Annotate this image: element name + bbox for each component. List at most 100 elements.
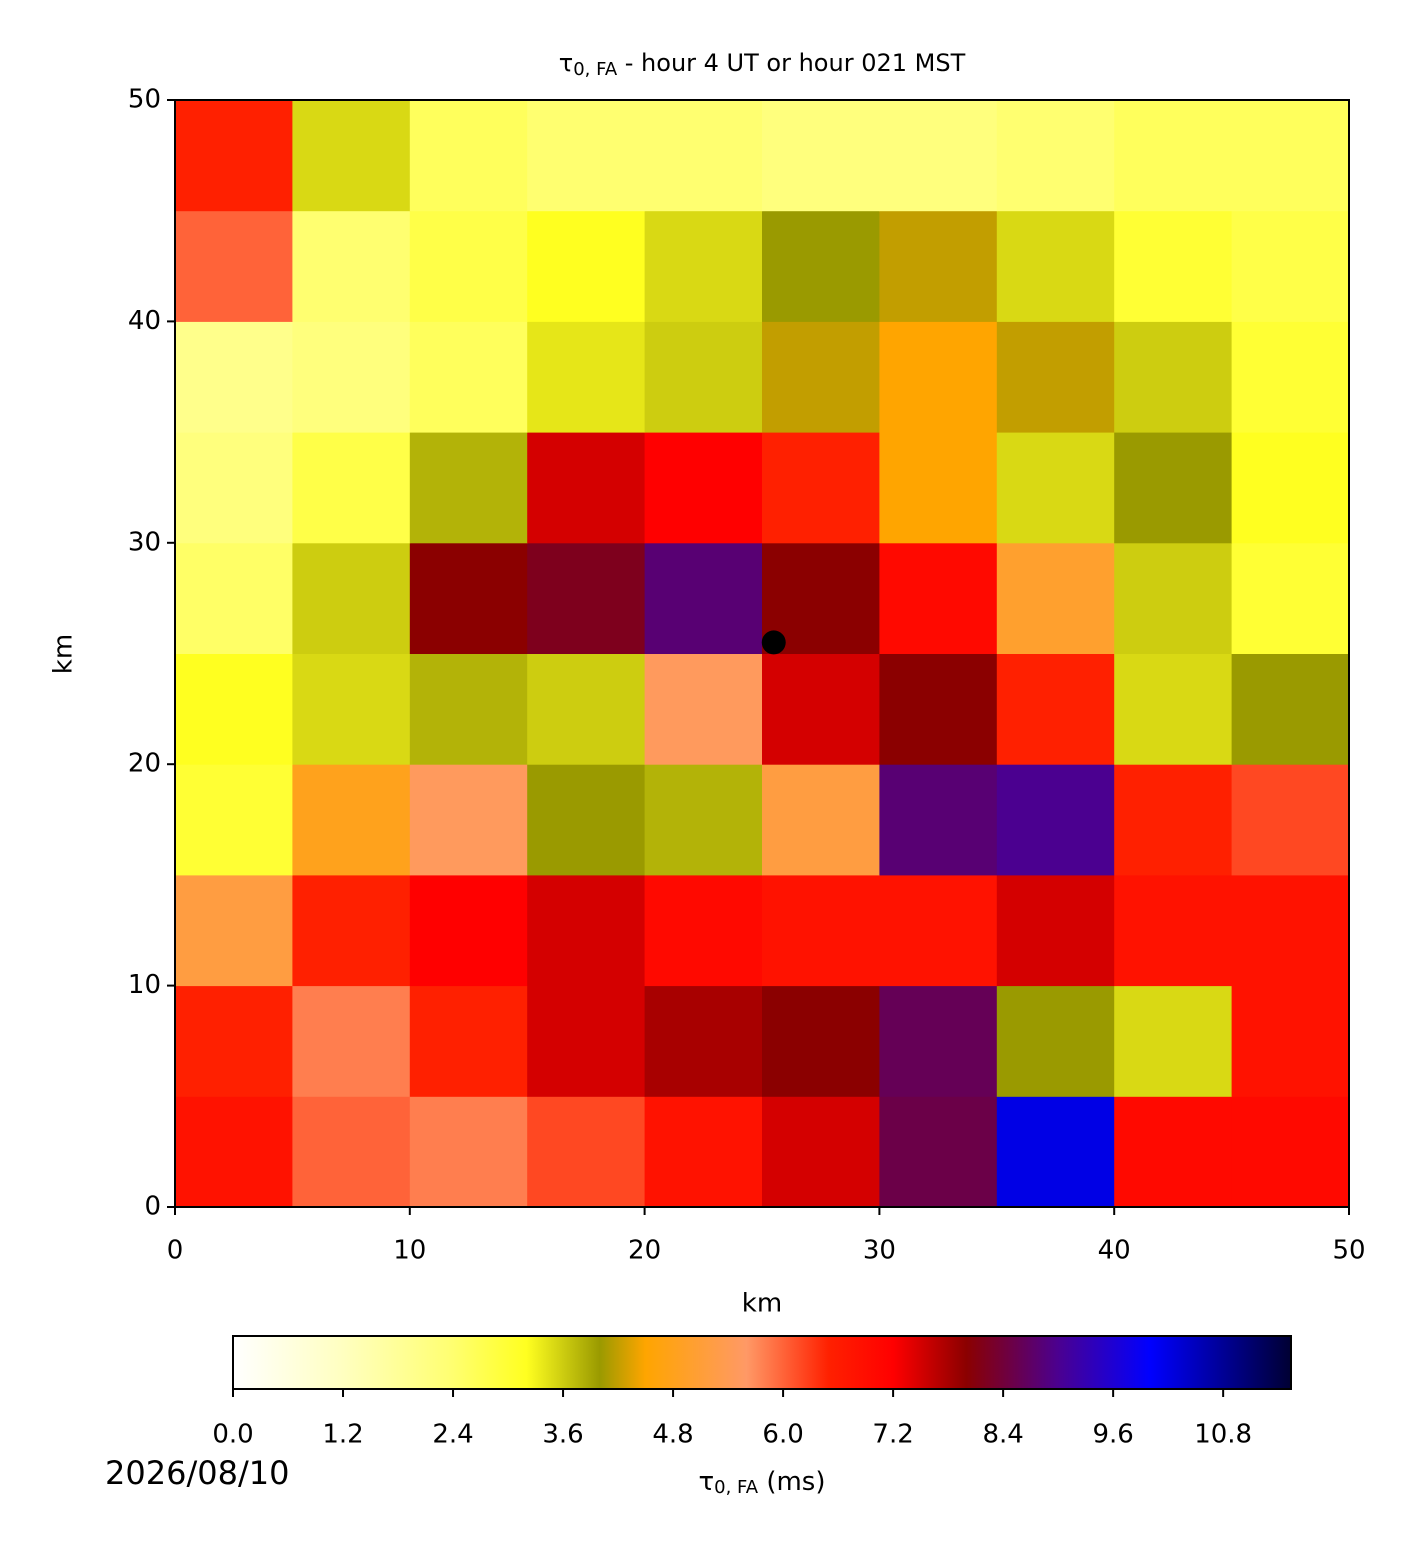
y-tick-label: 40 bbox=[128, 306, 161, 336]
heatmap-cell bbox=[292, 985, 411, 1097]
heatmap-cell bbox=[762, 100, 880, 212]
heatmap-cell bbox=[292, 321, 411, 433]
heatmap-cell bbox=[762, 874, 880, 987]
heatmap-cell bbox=[1114, 653, 1233, 765]
heatmap-cell bbox=[996, 210, 1115, 322]
heatmap-cell bbox=[292, 1096, 411, 1208]
heatmap-cell bbox=[644, 210, 763, 322]
heatmap-cell bbox=[527, 210, 646, 322]
heatmap-cell bbox=[409, 653, 528, 765]
heatmap-cell bbox=[644, 542, 763, 654]
heatmap-cell bbox=[527, 542, 646, 654]
heatmap-cell bbox=[996, 542, 1115, 654]
heatmap-cell bbox=[644, 321, 763, 433]
heatmap-cell bbox=[879, 985, 998, 1097]
y-tick-label: 20 bbox=[128, 749, 161, 779]
date-label: 2026/08/10 bbox=[105, 1454, 289, 1492]
y-tick-label: 50 bbox=[128, 85, 161, 115]
colorbar-tick-label: 3.6 bbox=[542, 1420, 583, 1450]
heatmap-cell bbox=[1114, 1096, 1233, 1208]
heatmap-cell bbox=[1114, 764, 1233, 876]
heatmap-cell bbox=[644, 432, 763, 544]
y-tick-label: 0 bbox=[144, 1192, 161, 1222]
heatmap-cell bbox=[879, 432, 998, 544]
heatmap-cell bbox=[409, 1096, 528, 1208]
heatmap-cell bbox=[175, 764, 293, 876]
heatmap-cell bbox=[175, 653, 293, 765]
heatmap-cell bbox=[762, 1096, 880, 1208]
heatmap-cell bbox=[762, 432, 880, 544]
heatmap-cell bbox=[175, 100, 293, 212]
heatmap-cell bbox=[527, 100, 646, 212]
heatmap-cell bbox=[762, 210, 880, 322]
heatmap-cell bbox=[762, 985, 880, 1097]
colorbar-tick-label: 0.0 bbox=[212, 1420, 253, 1450]
heatmap-cell bbox=[175, 210, 293, 322]
heatmap-cell bbox=[879, 764, 998, 876]
heatmap-cell bbox=[996, 874, 1115, 987]
heatmap-cell bbox=[292, 432, 411, 544]
colorbar-tick-label: 1.2 bbox=[322, 1420, 363, 1450]
heatmap-cell bbox=[292, 210, 411, 322]
heatmap-cell bbox=[409, 874, 528, 987]
y-tick-label: 10 bbox=[128, 970, 161, 1000]
colorbar-tick-label: 9.6 bbox=[1092, 1420, 1133, 1450]
heatmap-cell bbox=[527, 432, 646, 544]
clabel-symbol: τ bbox=[698, 1467, 714, 1497]
heatmap-cell bbox=[1114, 874, 1233, 987]
heatmap-cell bbox=[879, 874, 998, 987]
colorbar-label: τ0, FA (ms) bbox=[698, 1467, 825, 1499]
colorbar bbox=[232, 1335, 1292, 1390]
chart-title: τ0, FA - hour 4 UT or hour 021 MST bbox=[559, 49, 966, 80]
heatmap-cell bbox=[762, 321, 880, 433]
heatmap-cell bbox=[527, 321, 646, 433]
heatmap-cell bbox=[762, 653, 880, 765]
heatmap-cell bbox=[175, 432, 293, 544]
heatmap-cell bbox=[527, 653, 646, 765]
heatmap-cell bbox=[1114, 100, 1233, 212]
colorbar-tick-label: 7.2 bbox=[872, 1420, 913, 1450]
heatmap-cell bbox=[1114, 210, 1233, 322]
heatmap-cell bbox=[175, 874, 293, 987]
x-tick-label: 10 bbox=[393, 1236, 426, 1266]
heatmap-cell bbox=[409, 100, 528, 212]
x-tick-label: 30 bbox=[863, 1236, 896, 1266]
x-tick-label: 50 bbox=[1332, 1236, 1365, 1266]
y-axis-label: km bbox=[49, 634, 79, 674]
heatmap-cell bbox=[527, 764, 646, 876]
heatmap-cell bbox=[175, 1096, 293, 1208]
heatmap-cell bbox=[1114, 432, 1233, 544]
colorbar-tick-label: 6.0 bbox=[762, 1420, 803, 1450]
title-text: - hour 4 UT or hour 021 MST bbox=[617, 49, 965, 77]
heatmap-cell bbox=[644, 653, 763, 765]
heatmap-cell bbox=[1231, 1096, 1350, 1208]
heatmap-cell bbox=[527, 874, 646, 987]
colorbar-tick-label: 2.4 bbox=[432, 1420, 473, 1450]
heatmap-cell bbox=[996, 321, 1115, 433]
colorbar-tick-label: 4.8 bbox=[652, 1420, 693, 1450]
heatmap-cell bbox=[1231, 542, 1350, 654]
x-tick-label: 0 bbox=[167, 1236, 184, 1266]
heatmap-cell bbox=[1114, 542, 1233, 654]
heatmap-cell bbox=[527, 1096, 646, 1208]
x-axis-label: km bbox=[742, 1289, 782, 1319]
heatmap-cell bbox=[292, 653, 411, 765]
heatmap-cell bbox=[409, 432, 528, 544]
heatmap-cell bbox=[292, 764, 411, 876]
heatmap-cell bbox=[879, 542, 998, 654]
heatmap-cell bbox=[175, 321, 293, 433]
clabel-text: (ms) bbox=[758, 1467, 825, 1497]
title-subscript: 0, FA bbox=[573, 59, 618, 80]
heatmap-cell bbox=[996, 1096, 1115, 1208]
heatmap-cell bbox=[879, 321, 998, 433]
heatmap-cell bbox=[175, 542, 293, 654]
y-tick-label: 30 bbox=[128, 527, 161, 557]
heatmap-cell bbox=[1231, 432, 1350, 544]
heatmap bbox=[175, 100, 1350, 1208]
heatmap-cell bbox=[644, 764, 763, 876]
heatmap-cell bbox=[527, 985, 646, 1097]
heatmap-cell bbox=[1231, 764, 1350, 876]
heatmap-cell bbox=[409, 210, 528, 322]
heatmap-cell bbox=[1114, 321, 1233, 433]
